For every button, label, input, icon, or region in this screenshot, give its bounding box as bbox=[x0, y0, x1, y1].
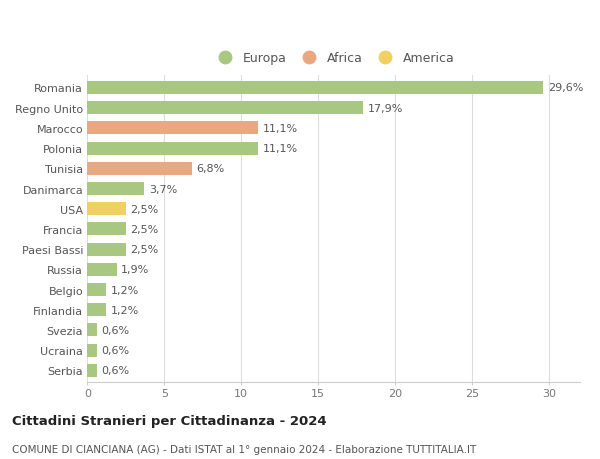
Bar bbox=[87, 324, 97, 337]
Text: 0,6%: 0,6% bbox=[101, 345, 129, 355]
Bar bbox=[87, 364, 97, 377]
Text: 29,6%: 29,6% bbox=[548, 84, 583, 93]
Bar bbox=[87, 122, 258, 135]
Text: 11,1%: 11,1% bbox=[263, 144, 298, 154]
Text: 1,2%: 1,2% bbox=[110, 285, 139, 295]
Text: 1,9%: 1,9% bbox=[121, 265, 149, 275]
Text: Cittadini Stranieri per Cittadinanza - 2024: Cittadini Stranieri per Cittadinanza - 2… bbox=[12, 414, 326, 427]
Bar bbox=[87, 263, 116, 276]
Text: 0,6%: 0,6% bbox=[101, 325, 129, 335]
Text: 2,5%: 2,5% bbox=[130, 245, 158, 255]
Text: 6,8%: 6,8% bbox=[197, 164, 225, 174]
Bar bbox=[87, 283, 106, 297]
Legend: Europa, Africa, America: Europa, Africa, America bbox=[213, 52, 454, 65]
Bar bbox=[87, 223, 126, 236]
Text: 0,6%: 0,6% bbox=[101, 365, 129, 375]
Bar bbox=[87, 303, 106, 317]
Bar bbox=[87, 344, 97, 357]
Bar bbox=[87, 142, 258, 155]
Bar bbox=[87, 82, 543, 95]
Bar bbox=[87, 102, 363, 115]
Text: 3,7%: 3,7% bbox=[149, 184, 177, 194]
Text: 17,9%: 17,9% bbox=[368, 103, 403, 113]
Text: 1,2%: 1,2% bbox=[110, 305, 139, 315]
Text: 2,5%: 2,5% bbox=[130, 204, 158, 214]
Bar bbox=[87, 162, 192, 175]
Bar bbox=[87, 183, 144, 196]
Bar bbox=[87, 203, 126, 216]
Bar bbox=[87, 243, 126, 256]
Text: 2,5%: 2,5% bbox=[130, 224, 158, 235]
Text: COMUNE DI CIANCIANA (AG) - Dati ISTAT al 1° gennaio 2024 - Elaborazione TUTTITAL: COMUNE DI CIANCIANA (AG) - Dati ISTAT al… bbox=[12, 444, 476, 454]
Text: 11,1%: 11,1% bbox=[263, 123, 298, 134]
